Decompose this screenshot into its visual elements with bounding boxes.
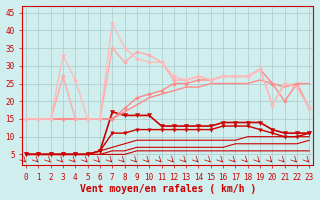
X-axis label: Vent moyen/en rafales ( km/h ): Vent moyen/en rafales ( km/h ) [80,184,256,194]
